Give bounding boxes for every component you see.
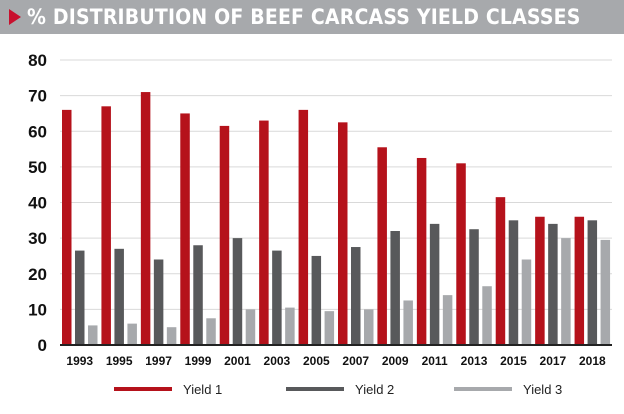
bar-yield-2-2013: [469, 229, 479, 345]
bar-yield-3-2017: [561, 238, 571, 345]
x-tick-label: 2005: [303, 354, 330, 368]
x-tick-label: 2009: [382, 354, 409, 368]
bars: [62, 92, 611, 345]
title-bar: % DISTRIBUTION OF BEEF CARCASS YIELD CLA…: [0, 0, 624, 34]
x-tick-label: 1995: [106, 354, 133, 368]
bar-yield-1-2003: [259, 120, 269, 345]
bar-chart: 0 10 20 30 40 50 60 70 80 1993 1995 1997 1999 2001 20…: [28, 51, 612, 397]
gridlines: [60, 59, 612, 310]
x-tick-label: 2001: [224, 354, 251, 368]
bar-yield-2-2003: [272, 250, 282, 345]
y-tick-label: 50: [28, 158, 47, 177]
bar-yield-3-2018: [600, 239, 611, 345]
bar-yield-1-2015: [495, 197, 506, 345]
bar-yield-1-2001: [219, 125, 230, 345]
legend-label: Yield 1: [183, 382, 222, 397]
y-tick-label: 40: [28, 194, 47, 213]
bar-yield-1-2013: [456, 163, 466, 345]
x-tick-label: 2007: [342, 354, 369, 368]
legend: Yield 1 Yield 2 Yield 3: [114, 382, 562, 397]
bar-yield-2-2007: [351, 247, 361, 345]
x-tick-label: 2017: [540, 354, 567, 368]
bar-yield-1-2018: [574, 216, 585, 345]
bar-yield-3-1999: [206, 318, 216, 345]
bar-yield-2-1993: [75, 250, 85, 345]
bar-yield-2-2009: [390, 231, 400, 345]
bar-yield-2-2005: [311, 255, 322, 345]
y-tick-label: 80: [28, 51, 47, 70]
x-tick-label: 2013: [461, 354, 488, 368]
x-tick-label: 1997: [145, 354, 172, 368]
bar-yield-2-2011: [429, 223, 440, 345]
bar-yield-3-2007: [364, 309, 374, 345]
x-tick-label: 1993: [66, 354, 93, 368]
x-tick-label: 2018: [579, 354, 606, 368]
bar-yield-2-1999: [193, 245, 203, 345]
bar-yield-3-2015: [521, 259, 532, 345]
y-tick-label: 60: [28, 122, 47, 141]
play-arrow-icon: [9, 9, 21, 25]
bar-yield-1-1997: [140, 92, 151, 345]
legend-label: Yield 3: [523, 382, 562, 397]
bar-yield-3-2011: [442, 295, 453, 345]
x-axis-ticks: 1993 1995 1997 1999 2001 2003 2005 2007 2009 2011…: [66, 354, 606, 368]
bar-yield-1-1999: [180, 113, 190, 345]
bar-yield-2-2015: [508, 220, 519, 345]
x-tick-label: 2015: [500, 354, 527, 368]
bar-yield-1-2011: [416, 157, 427, 345]
bar-yield-1-1995: [101, 106, 111, 345]
y-tick-label: 70: [28, 87, 47, 106]
bar-yield-1-1993: [62, 109, 72, 345]
bar-yield-3-2003: [285, 307, 295, 345]
bar-yield-1-2007: [338, 122, 348, 345]
y-tick-label: 30: [28, 229, 47, 248]
bar-yield-3-1997: [166, 327, 177, 345]
bar-yield-3-1995: [127, 323, 137, 345]
bar-yield-3-1993: [88, 325, 98, 345]
bar-yield-2-2017: [548, 223, 558, 345]
bar-yield-2-1997: [153, 259, 164, 345]
x-tick-label: 2003: [264, 354, 291, 368]
bar-yield-2-1995: [114, 248, 124, 345]
bar-yield-3-2005: [324, 311, 335, 345]
y-axis-ticks: 0 10 20 30 40 50 60 70 80: [28, 51, 47, 355]
bar-yield-1-2017: [535, 216, 545, 345]
y-tick-label: 20: [28, 265, 47, 284]
bar-yield-2-2018: [587, 220, 598, 345]
bar-yield-3-2009: [403, 300, 413, 345]
bar-yield-1-2009: [377, 147, 387, 345]
x-tick-label: 1999: [185, 354, 212, 368]
bar-yield-3-2013: [482, 286, 492, 345]
y-tick-label: 10: [28, 300, 47, 319]
legend-label: Yield 2: [355, 382, 394, 397]
y-tick-label: 0: [38, 336, 47, 355]
chart-title: % DISTRIBUTION OF BEEF CARCASS YIELD CLA…: [27, 5, 581, 29]
bar-yield-2-2001: [232, 238, 243, 345]
bar-yield-1-2005: [298, 109, 309, 345]
x-tick-label: 2011: [422, 354, 448, 368]
bar-yield-3-2001: [245, 309, 256, 345]
